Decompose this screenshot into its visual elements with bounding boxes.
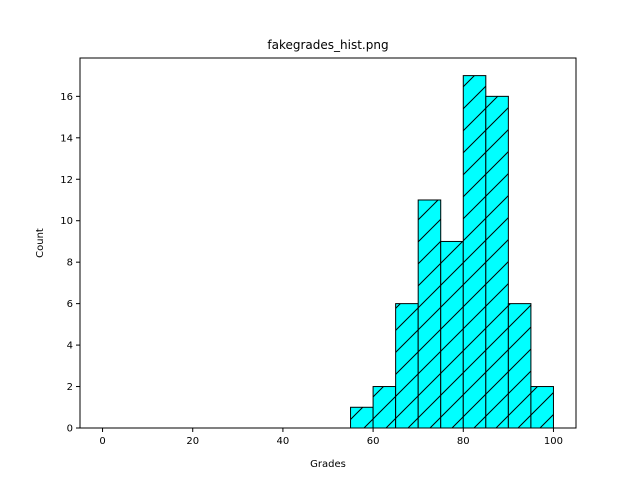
histogram-bar-hatch <box>440 240 464 429</box>
x-tick-label: 80 <box>457 436 470 447</box>
histogram-bar-hatch <box>485 95 509 429</box>
histogram-bar-hatch <box>372 386 397 429</box>
histogram-bar-hatch <box>530 386 554 429</box>
y-tick-label: 10 <box>60 216 73 227</box>
x-tick-label: 20 <box>186 436 199 447</box>
y-tick-label: 6 <box>67 299 73 310</box>
y-axis-label: Count <box>35 228 46 258</box>
histogram-bar-hatch <box>395 303 419 429</box>
y-tick-label: 12 <box>60 175 73 186</box>
y-tick-label: 2 <box>67 382 73 393</box>
y-tick-label: 0 <box>67 424 73 435</box>
chart-title: fakegrades_hist.png <box>267 38 388 52</box>
x-ticks-group: 0 20 40 60 80 100 <box>99 428 563 447</box>
histogram-bar-hatch <box>507 303 532 429</box>
x-axis-label: Grades <box>310 459 346 470</box>
y-ticks-group: 0 2 4 6 8 10 12 14 16 <box>60 92 80 435</box>
x-tick-label: 0 <box>99 436 105 447</box>
histogram-bar-hatch <box>462 75 487 429</box>
y-tick-label: 8 <box>67 258 73 269</box>
y-tick-label: 14 <box>60 133 73 144</box>
x-tick-label: 40 <box>277 436 290 447</box>
x-tick-label: 60 <box>367 436 380 447</box>
y-tick-label: 16 <box>60 92 73 103</box>
plot-frame <box>79 57 577 429</box>
histogram-bar-hatch <box>417 199 442 429</box>
bars-group <box>350 75 554 429</box>
histogram-bar-hatch <box>350 406 374 429</box>
x-tick-label: 100 <box>544 436 563 447</box>
y-tick-label: 4 <box>67 341 73 352</box>
